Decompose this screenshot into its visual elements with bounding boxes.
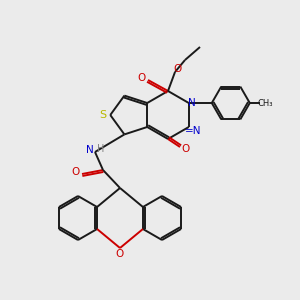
Text: O: O xyxy=(138,73,146,83)
Text: N: N xyxy=(188,98,196,108)
Text: O: O xyxy=(72,167,80,177)
Text: O: O xyxy=(181,144,189,154)
Text: =N: =N xyxy=(184,126,201,136)
Text: CH₃: CH₃ xyxy=(257,98,272,107)
Text: H: H xyxy=(97,144,105,154)
Text: O: O xyxy=(116,249,124,259)
Text: O: O xyxy=(174,64,182,74)
Text: S: S xyxy=(100,110,107,120)
Text: N: N xyxy=(86,145,94,155)
